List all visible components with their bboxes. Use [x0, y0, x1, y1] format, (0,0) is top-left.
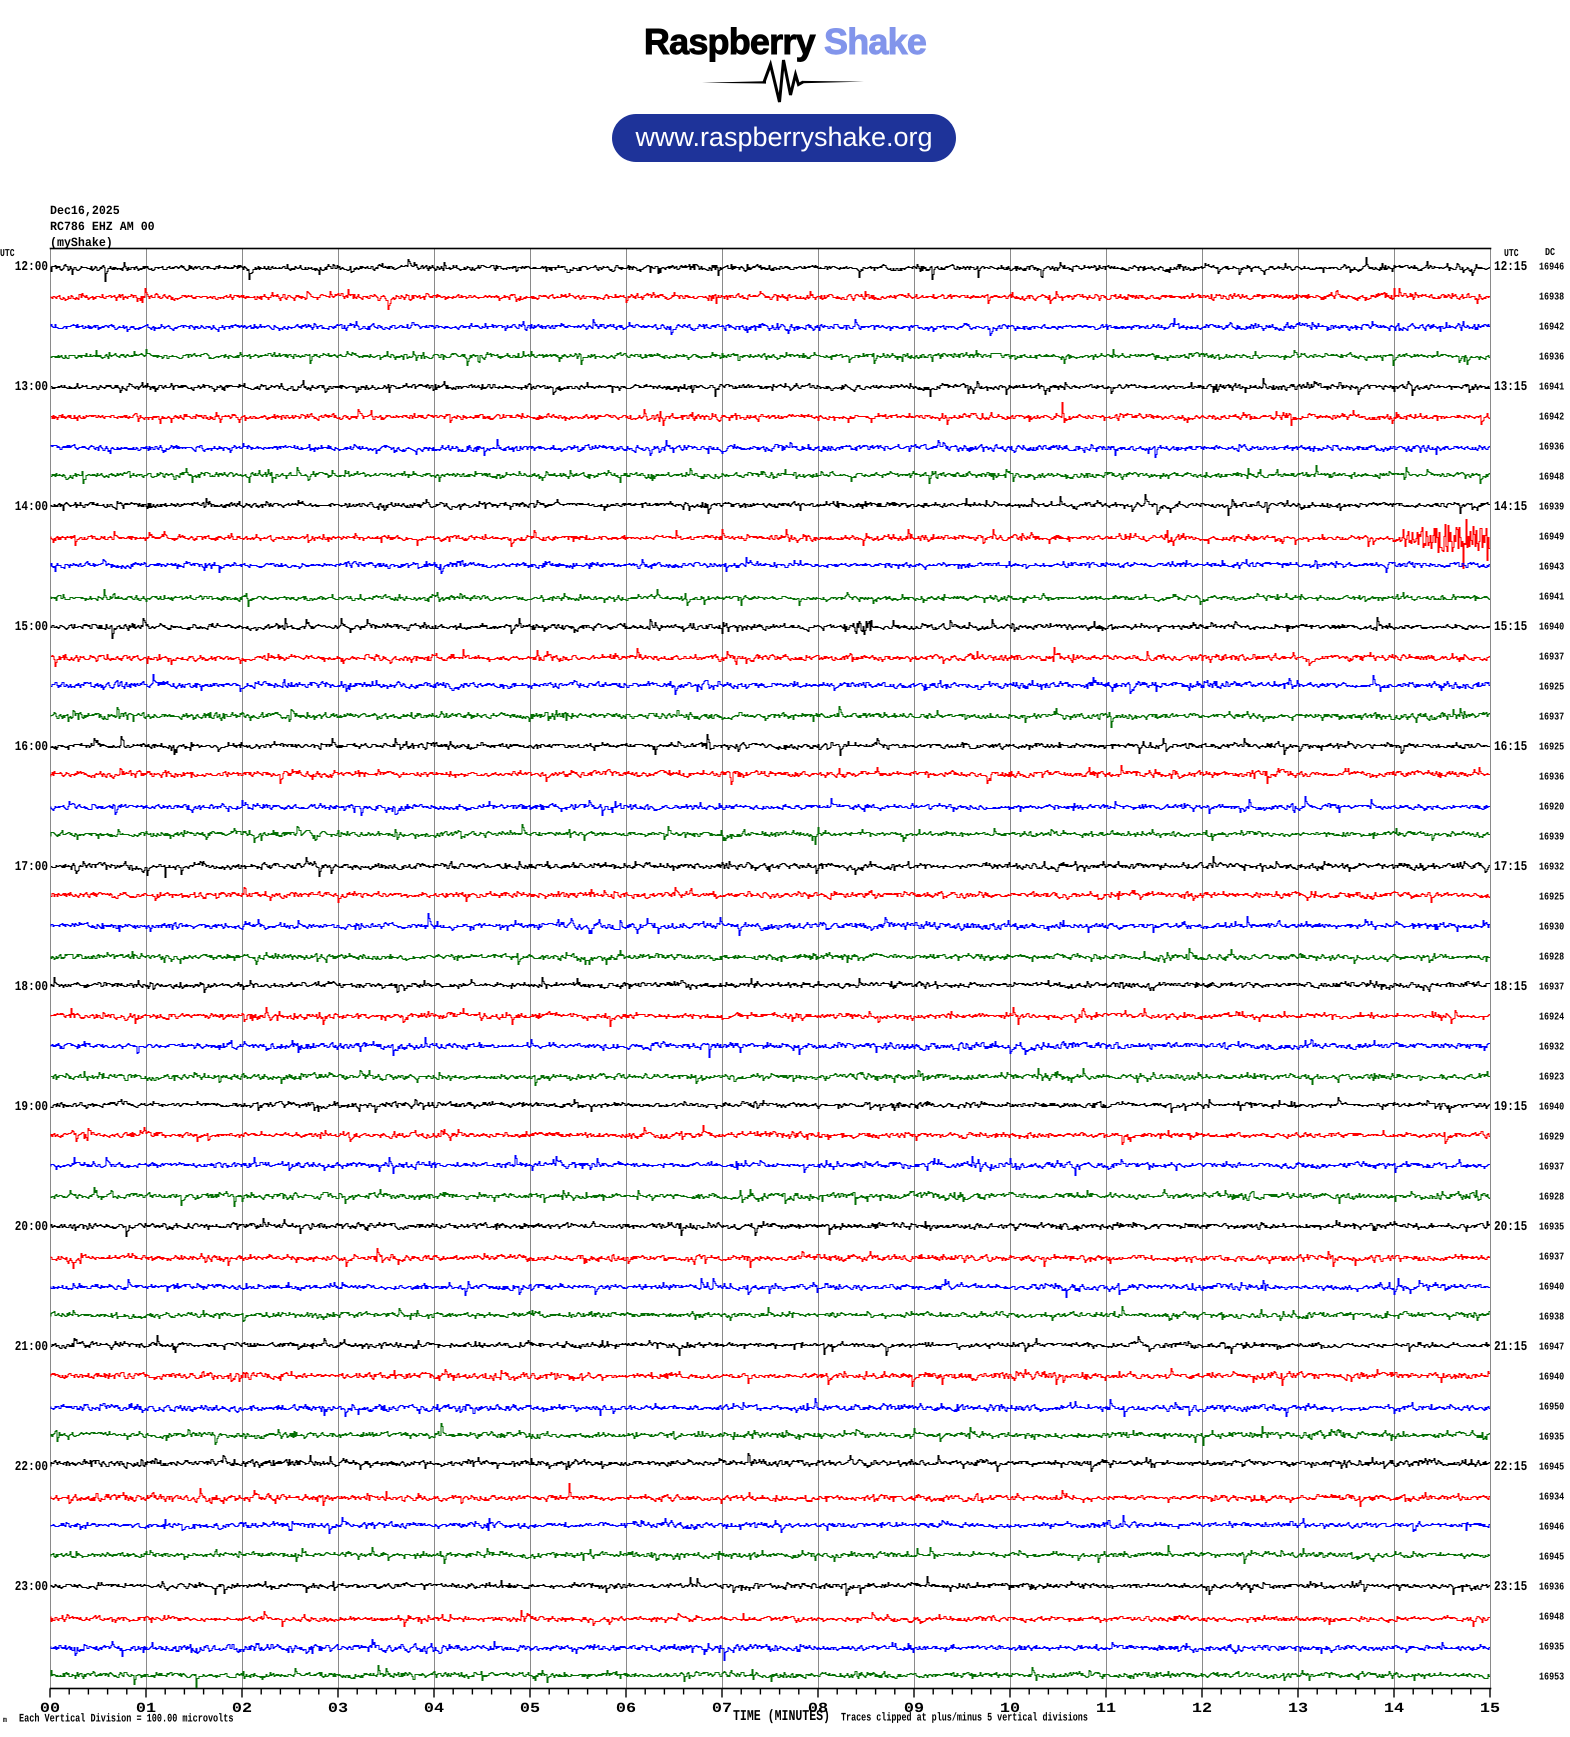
- svg-text:16935: 16935: [1539, 1222, 1564, 1234]
- svg-text:19:15: 19:15: [1494, 1100, 1527, 1115]
- svg-text:10: 10: [1000, 1701, 1020, 1717]
- svg-text:16925: 16925: [1539, 742, 1564, 754]
- svg-text:16936: 16936: [1539, 352, 1564, 364]
- svg-text:16940: 16940: [1539, 622, 1564, 634]
- svg-text:16947: 16947: [1539, 1342, 1564, 1354]
- svg-text:12:15: 12:15: [1494, 260, 1527, 275]
- svg-text:TIME (MINUTES): TIME (MINUTES): [733, 1708, 830, 1725]
- svg-text:16924: 16924: [1539, 1012, 1564, 1024]
- svg-text:15:15: 15:15: [1494, 620, 1527, 635]
- svg-text:16943: 16943: [1539, 562, 1564, 574]
- svg-text:15: 15: [1480, 1701, 1500, 1717]
- svg-text:16930: 16930: [1539, 922, 1564, 934]
- svg-text:16945: 16945: [1539, 1552, 1564, 1564]
- svg-text:16937: 16937: [1539, 1162, 1564, 1174]
- svg-text:11: 11: [1096, 1701, 1116, 1717]
- svg-text:UTC: UTC: [1504, 248, 1519, 260]
- svg-text:16953: 16953: [1539, 1672, 1564, 1684]
- svg-text:16937: 16937: [1539, 982, 1564, 994]
- svg-text:16938: 16938: [1539, 1312, 1564, 1324]
- svg-text:RC786 EHZ AM 00: RC786 EHZ AM 00: [50, 220, 155, 234]
- svg-text:16946: 16946: [1539, 1522, 1564, 1534]
- svg-text:03: 03: [328, 1701, 348, 1717]
- svg-text:16946: 16946: [1539, 262, 1564, 274]
- svg-text:16942: 16942: [1539, 412, 1564, 424]
- svg-text:18:00: 18:00: [15, 980, 48, 995]
- svg-text:16936: 16936: [1539, 442, 1564, 454]
- svg-text:02: 02: [232, 1701, 252, 1717]
- svg-text:m: m: [3, 1716, 7, 1725]
- svg-text:16945: 16945: [1539, 1462, 1564, 1474]
- svg-text:16920: 16920: [1539, 802, 1564, 814]
- svg-text:16935: 16935: [1539, 1432, 1564, 1444]
- svg-text:04: 04: [424, 1701, 444, 1717]
- svg-text:16935: 16935: [1539, 1642, 1564, 1654]
- svg-text:UTC: UTC: [0, 248, 15, 260]
- svg-text:13:15: 13:15: [1494, 380, 1527, 395]
- svg-text:16936: 16936: [1539, 772, 1564, 784]
- svg-text:16932: 16932: [1539, 1042, 1564, 1054]
- svg-text:15:00: 15:00: [15, 620, 48, 635]
- svg-text:12: 12: [1192, 1701, 1212, 1717]
- svg-text:16939: 16939: [1539, 502, 1564, 514]
- svg-text:16928: 16928: [1539, 1192, 1564, 1204]
- svg-text:18:15: 18:15: [1494, 980, 1527, 995]
- svg-text:01: 01: [136, 1701, 156, 1717]
- svg-text:06: 06: [616, 1701, 636, 1717]
- svg-text:09: 09: [904, 1701, 924, 1717]
- svg-text:16923: 16923: [1539, 1072, 1564, 1084]
- svg-text:16932: 16932: [1539, 862, 1564, 874]
- svg-text:Traces clipped at plus/minus 5: Traces clipped at plus/minus 5 vertical …: [841, 1712, 1088, 1725]
- svg-text:16:15: 16:15: [1494, 740, 1527, 755]
- svg-text:16936: 16936: [1539, 1582, 1564, 1594]
- svg-text:13: 13: [1288, 1701, 1308, 1717]
- svg-text:21:00: 21:00: [15, 1340, 48, 1355]
- svg-text:23:15: 23:15: [1494, 1580, 1527, 1595]
- svg-text:Dec16,2025: Dec16,2025: [50, 204, 120, 218]
- svg-text:17:15: 17:15: [1494, 860, 1527, 875]
- svg-text:16940: 16940: [1539, 1282, 1564, 1294]
- svg-text:16929: 16929: [1539, 1132, 1564, 1144]
- svg-text:Each Vertical Division = 100.: Each Vertical Division = 100.00 microvol…: [19, 1713, 234, 1726]
- svg-text:19:00: 19:00: [15, 1100, 48, 1115]
- svg-text:16937: 16937: [1539, 1252, 1564, 1264]
- svg-text:16939: 16939: [1539, 832, 1564, 844]
- svg-text:16948: 16948: [1539, 472, 1564, 484]
- svg-text:16942: 16942: [1539, 322, 1564, 334]
- svg-text:16948: 16948: [1539, 1612, 1564, 1624]
- svg-text:16925: 16925: [1539, 892, 1564, 904]
- svg-text:16:00: 16:00: [15, 740, 48, 755]
- svg-text:16949: 16949: [1539, 532, 1564, 544]
- svg-text:16928: 16928: [1539, 952, 1564, 964]
- svg-text:00: 00: [40, 1701, 60, 1717]
- svg-text:DC: DC: [1545, 247, 1556, 259]
- svg-text:13:00: 13:00: [15, 380, 48, 395]
- svg-text:16940: 16940: [1539, 1372, 1564, 1384]
- svg-text:16941: 16941: [1539, 382, 1564, 394]
- svg-text:16941: 16941: [1539, 592, 1564, 604]
- svg-text:16940: 16940: [1539, 1102, 1564, 1114]
- svg-text:22:15: 22:15: [1494, 1460, 1527, 1475]
- svg-text:17:00: 17:00: [15, 860, 48, 875]
- svg-text:23:00: 23:00: [15, 1580, 48, 1595]
- svg-text:08: 08: [808, 1701, 828, 1717]
- svg-text:05: 05: [520, 1701, 540, 1717]
- svg-text:12:00: 12:00: [15, 260, 48, 275]
- svg-text:20:00: 20:00: [15, 1220, 48, 1235]
- svg-text:22:00: 22:00: [15, 1460, 48, 1475]
- svg-text:16950: 16950: [1539, 1402, 1564, 1414]
- svg-text:14:00: 14:00: [15, 500, 48, 515]
- svg-text:14: 14: [1384, 1701, 1404, 1717]
- svg-text:20:15: 20:15: [1494, 1220, 1527, 1235]
- svg-text:16937: 16937: [1539, 652, 1564, 664]
- svg-text:14:15: 14:15: [1494, 500, 1527, 515]
- svg-text:16938: 16938: [1539, 292, 1564, 304]
- svg-text:16934: 16934: [1539, 1492, 1564, 1504]
- svg-text:21:15: 21:15: [1494, 1340, 1527, 1355]
- svg-text:(myShake): (myShake): [50, 236, 113, 250]
- svg-text:16937: 16937: [1539, 712, 1564, 724]
- svg-text:07: 07: [712, 1701, 732, 1717]
- svg-text:16925: 16925: [1539, 682, 1564, 694]
